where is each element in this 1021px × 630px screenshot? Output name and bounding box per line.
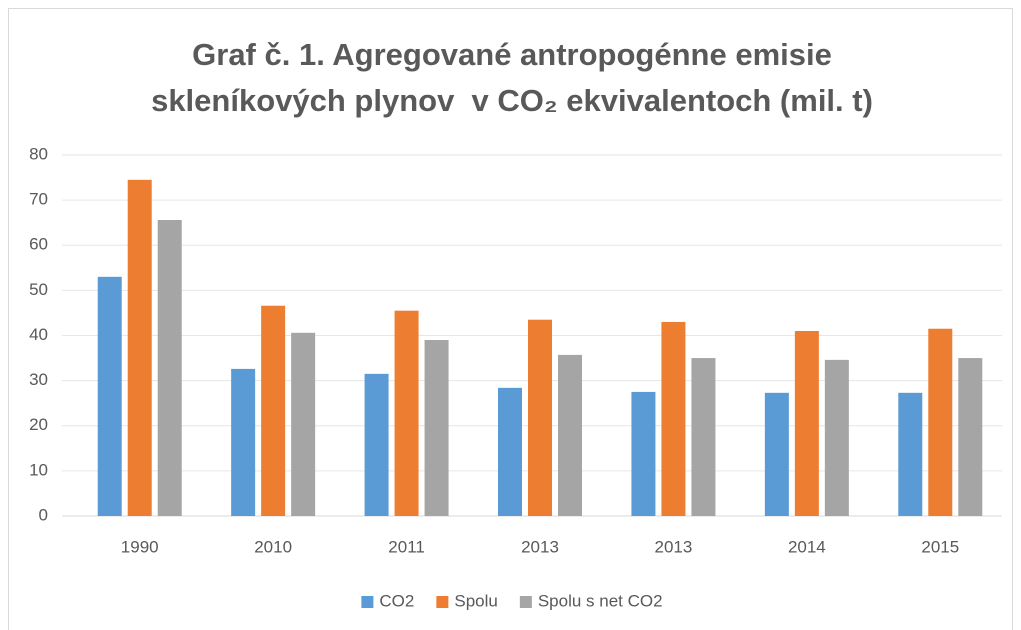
bar: [291, 332, 316, 516]
y-tick-label: 20: [29, 415, 48, 434]
bar: [691, 358, 716, 516]
bar: [498, 387, 522, 516]
bar: [231, 368, 256, 516]
bar: [261, 305, 286, 516]
x-tick-label: 2011: [388, 537, 425, 556]
y-tick-label: 0: [39, 505, 48, 524]
y-tick-label: 60: [29, 235, 48, 254]
legend-label: Spolu s net CO2: [538, 591, 663, 610]
bar: [794, 330, 819, 516]
bar: [958, 358, 983, 516]
y-tick-label: 80: [29, 144, 48, 163]
y-tick-label: 70: [29, 190, 48, 209]
bar: [364, 373, 389, 516]
bar: [631, 391, 656, 516]
bar: [424, 340, 449, 516]
bar: [528, 319, 552, 516]
legend-label: Spolu: [454, 591, 497, 610]
legend-swatch: [361, 596, 374, 608]
x-tick-label: 2013: [655, 537, 693, 556]
x-tick-label: 1990: [121, 537, 159, 556]
legend-label: CO2: [379, 591, 414, 610]
bar: [661, 321, 686, 516]
bar: [394, 310, 419, 516]
bar: [558, 354, 582, 516]
y-tick-label: 10: [29, 460, 48, 479]
bar: [157, 219, 182, 517]
legend-swatch: [436, 596, 449, 608]
bar: [764, 392, 789, 516]
y-tick-label: 40: [29, 325, 48, 344]
bar: [127, 179, 152, 516]
bar: [824, 359, 849, 516]
y-tick-label: 30: [29, 370, 48, 389]
bar: [898, 392, 923, 516]
y-tick-label: 50: [29, 280, 48, 299]
chart-title: Graf č. 1. Agregované antropogénne emisi…: [192, 37, 832, 72]
x-tick-label: 2014: [788, 537, 826, 556]
legend-swatch: [519, 596, 532, 608]
bar: [97, 276, 122, 516]
x-tick-label: 2010: [254, 537, 292, 556]
x-tick-label: 2013: [521, 537, 559, 556]
chart-title: skleníkových plynov v CO₂ ekvivalentoch …: [151, 83, 873, 118]
x-tick-label: 2015: [921, 537, 959, 556]
bar: [928, 328, 953, 516]
